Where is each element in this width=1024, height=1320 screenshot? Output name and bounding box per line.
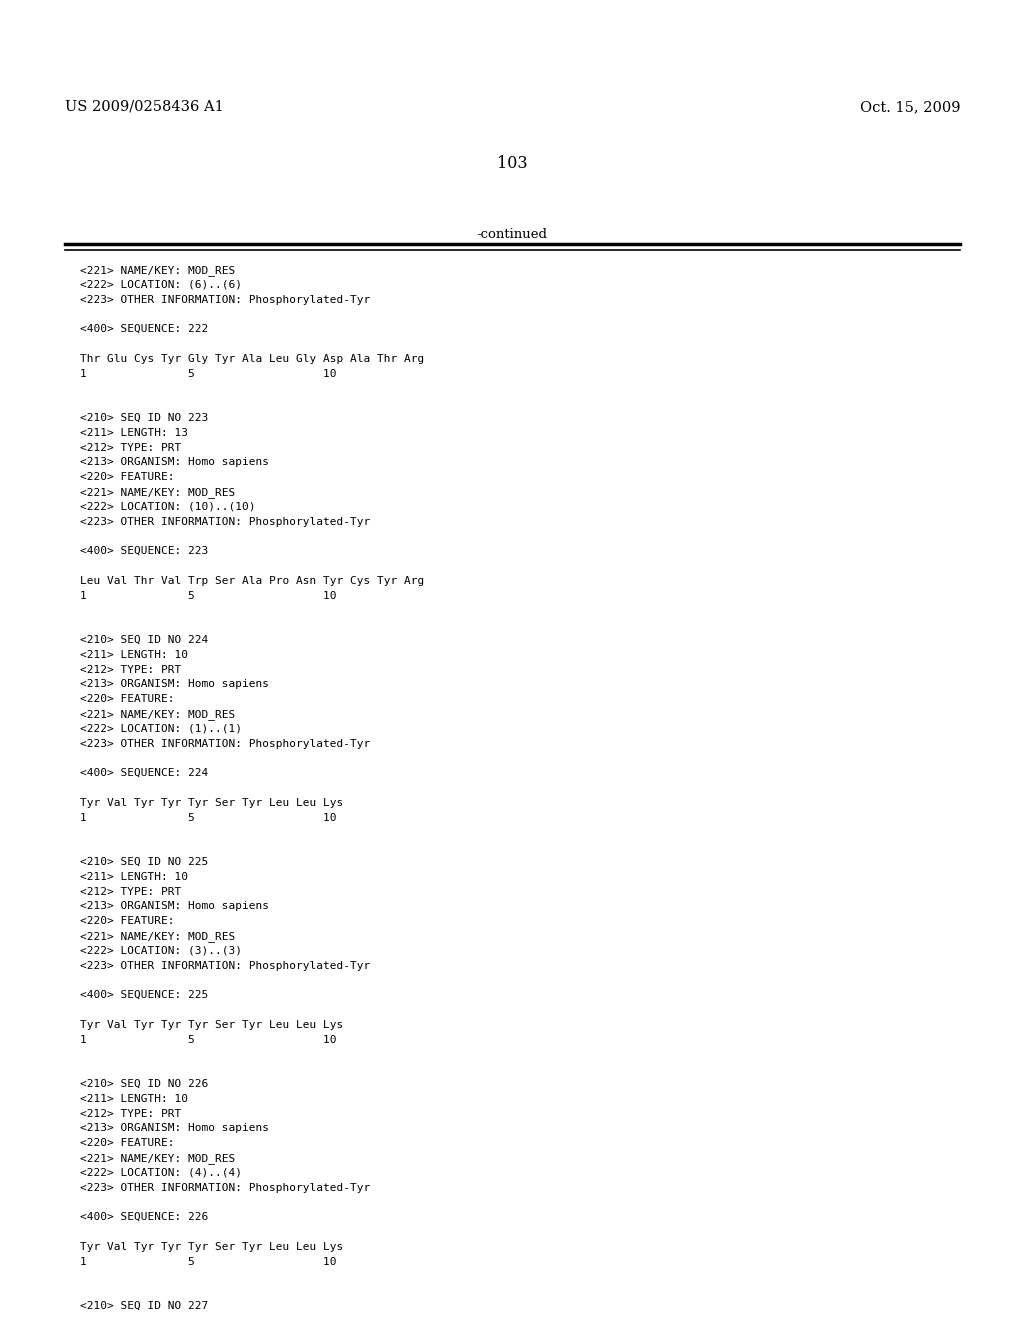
Text: <210> SEQ ID NO 223: <210> SEQ ID NO 223 (80, 413, 208, 422)
Text: <222> LOCATION: (10)..(10): <222> LOCATION: (10)..(10) (80, 502, 256, 512)
Text: <400> SEQUENCE: 222: <400> SEQUENCE: 222 (80, 325, 208, 334)
Text: Oct. 15, 2009: Oct. 15, 2009 (859, 100, 961, 114)
Text: <210> SEQ ID NO 226: <210> SEQ ID NO 226 (80, 1078, 208, 1089)
Text: <220> FEATURE:: <220> FEATURE: (80, 916, 174, 927)
Text: <222> LOCATION: (1)..(1): <222> LOCATION: (1)..(1) (80, 723, 242, 734)
Text: <212> TYPE: PRT: <212> TYPE: PRT (80, 442, 181, 453)
Text: <222> LOCATION: (4)..(4): <222> LOCATION: (4)..(4) (80, 1168, 242, 1177)
Text: <211> LENGTH: 10: <211> LENGTH: 10 (80, 649, 188, 660)
Text: -continued: -continued (476, 228, 548, 242)
Text: 1               5                   10: 1 5 10 (80, 813, 337, 822)
Text: <221> NAME/KEY: MOD_RES: <221> NAME/KEY: MOD_RES (80, 1152, 236, 1164)
Text: <220> FEATURE:: <220> FEATURE: (80, 694, 174, 704)
Text: <210> SEQ ID NO 227: <210> SEQ ID NO 227 (80, 1302, 208, 1311)
Text: 1               5                   10: 1 5 10 (80, 590, 337, 601)
Text: <213> ORGANISM: Homo sapiens: <213> ORGANISM: Homo sapiens (80, 1123, 269, 1134)
Text: <400> SEQUENCE: 225: <400> SEQUENCE: 225 (80, 990, 208, 1001)
Text: <210> SEQ ID NO 225: <210> SEQ ID NO 225 (80, 857, 208, 867)
Text: Leu Val Thr Val Trp Ser Ala Pro Asn Tyr Cys Tyr Arg: Leu Val Thr Val Trp Ser Ala Pro Asn Tyr … (80, 576, 424, 586)
Text: <223> OTHER INFORMATION: Phosphorylated-Tyr: <223> OTHER INFORMATION: Phosphorylated-… (80, 961, 371, 970)
Text: <222> LOCATION: (6)..(6): <222> LOCATION: (6)..(6) (80, 280, 242, 290)
Text: <221> NAME/KEY: MOD_RES: <221> NAME/KEY: MOD_RES (80, 487, 236, 498)
Text: <211> LENGTH: 13: <211> LENGTH: 13 (80, 428, 188, 438)
Text: <211> LENGTH: 10: <211> LENGTH: 10 (80, 871, 188, 882)
Text: <223> OTHER INFORMATION: Phosphorylated-Tyr: <223> OTHER INFORMATION: Phosphorylated-… (80, 294, 371, 305)
Text: <220> FEATURE:: <220> FEATURE: (80, 1138, 174, 1148)
Text: Thr Glu Cys Tyr Gly Tyr Ala Leu Gly Asp Ala Thr Arg: Thr Glu Cys Tyr Gly Tyr Ala Leu Gly Asp … (80, 354, 424, 364)
Text: 1               5                   10: 1 5 10 (80, 1257, 337, 1267)
Text: <400> SEQUENCE: 226: <400> SEQUENCE: 226 (80, 1212, 208, 1222)
Text: <210> SEQ ID NO 224: <210> SEQ ID NO 224 (80, 635, 208, 645)
Text: 103: 103 (497, 154, 527, 172)
Text: <213> ORGANISM: Homo sapiens: <213> ORGANISM: Homo sapiens (80, 902, 269, 911)
Text: <400> SEQUENCE: 224: <400> SEQUENCE: 224 (80, 768, 208, 779)
Text: <221> NAME/KEY: MOD_RES: <221> NAME/KEY: MOD_RES (80, 931, 236, 942)
Text: <213> ORGANISM: Homo sapiens: <213> ORGANISM: Homo sapiens (80, 458, 269, 467)
Text: <223> OTHER INFORMATION: Phosphorylated-Tyr: <223> OTHER INFORMATION: Phosphorylated-… (80, 1183, 371, 1192)
Text: <212> TYPE: PRT: <212> TYPE: PRT (80, 1109, 181, 1118)
Text: <223> OTHER INFORMATION: Phosphorylated-Tyr: <223> OTHER INFORMATION: Phosphorylated-… (80, 516, 371, 527)
Text: <221> NAME/KEY: MOD_RES: <221> NAME/KEY: MOD_RES (80, 265, 236, 276)
Text: <400> SEQUENCE: 223: <400> SEQUENCE: 223 (80, 546, 208, 556)
Text: Tyr Val Tyr Tyr Tyr Ser Tyr Leu Leu Lys: Tyr Val Tyr Tyr Tyr Ser Tyr Leu Leu Lys (80, 797, 343, 808)
Text: 1               5                   10: 1 5 10 (80, 368, 337, 379)
Text: <223> OTHER INFORMATION: Phosphorylated-Tyr: <223> OTHER INFORMATION: Phosphorylated-… (80, 739, 371, 748)
Text: Tyr Val Tyr Tyr Tyr Ser Tyr Leu Leu Lys: Tyr Val Tyr Tyr Tyr Ser Tyr Leu Leu Lys (80, 1242, 343, 1251)
Text: US 2009/0258436 A1: US 2009/0258436 A1 (65, 100, 224, 114)
Text: Tyr Val Tyr Tyr Tyr Ser Tyr Leu Leu Lys: Tyr Val Tyr Tyr Tyr Ser Tyr Leu Leu Lys (80, 1020, 343, 1030)
Text: <212> TYPE: PRT: <212> TYPE: PRT (80, 664, 181, 675)
Text: <213> ORGANISM: Homo sapiens: <213> ORGANISM: Homo sapiens (80, 680, 269, 689)
Text: <222> LOCATION: (3)..(3): <222> LOCATION: (3)..(3) (80, 946, 242, 956)
Text: <212> TYPE: PRT: <212> TYPE: PRT (80, 887, 181, 896)
Text: 1               5                   10: 1 5 10 (80, 1035, 337, 1044)
Text: <221> NAME/KEY: MOD_RES: <221> NAME/KEY: MOD_RES (80, 709, 236, 719)
Text: <220> FEATURE:: <220> FEATURE: (80, 473, 174, 482)
Text: <211> LENGTH: 10: <211> LENGTH: 10 (80, 1094, 188, 1104)
